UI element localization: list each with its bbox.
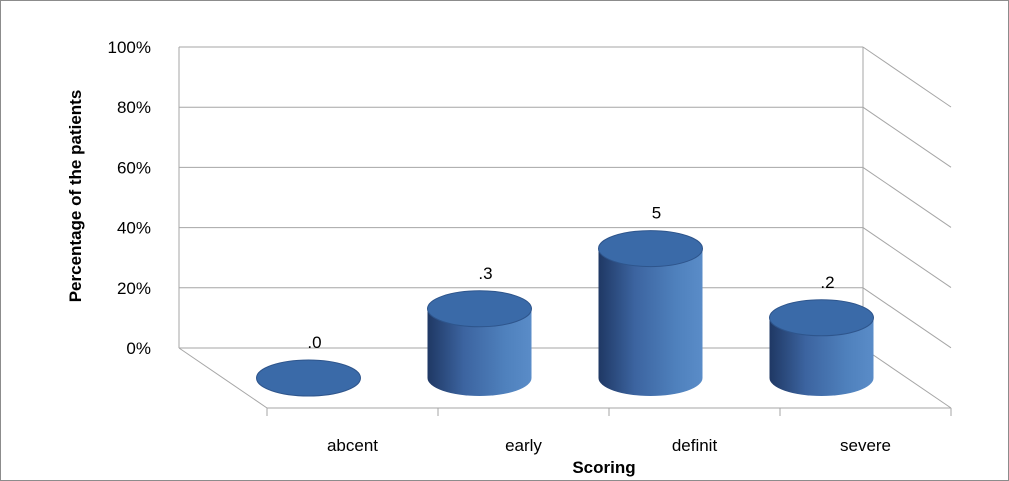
cylinder-bar <box>427 290 532 396</box>
y-tick-label: 100% <box>108 38 151 57</box>
y-tick-label: 40% <box>117 219 151 238</box>
x-axis-title: Scoring <box>572 458 635 477</box>
cylinder-body <box>598 248 703 396</box>
cylinder-body <box>769 317 874 396</box>
cylinder-bar <box>598 230 703 396</box>
y-tick-label: 20% <box>117 279 151 298</box>
gridline-side <box>862 347 952 409</box>
cylinder-top <box>598 230 703 268</box>
cylinder-top <box>427 290 532 328</box>
y-tick-label: 0% <box>126 339 151 358</box>
gridline-side <box>862 46 952 108</box>
bars <box>256 230 874 397</box>
y-axis-title: Percentage of the patients <box>66 90 85 303</box>
gridline-side <box>862 287 952 349</box>
cylinder-body <box>427 308 532 396</box>
cylinder-bar <box>769 299 874 396</box>
gridline-side <box>862 166 952 228</box>
data-label: .3 <box>478 264 492 283</box>
data-labels: .0 .3 5 .2 <box>307 204 834 352</box>
category-label: definit <box>672 436 718 455</box>
category-labels: abcent early definit severe <box>327 436 891 455</box>
gridline-side <box>862 106 952 168</box>
data-label: .0 <box>307 333 321 352</box>
category-label: early <box>505 436 542 455</box>
cylinder-bar <box>256 359 361 397</box>
floor-left-edge <box>178 347 268 409</box>
category-label: severe <box>840 436 891 455</box>
y-tick-label: 80% <box>117 98 151 117</box>
y-tick-labels: 0% 20% 40% 60% 80% 100% <box>108 38 151 358</box>
gridline-side <box>862 227 952 289</box>
y-tick-label: 60% <box>117 158 151 177</box>
data-label: .2 <box>820 273 834 292</box>
data-label: 5 <box>652 204 661 223</box>
category-label: abcent <box>327 436 378 455</box>
grid-layer <box>178 46 952 416</box>
cylinder-top <box>769 299 874 337</box>
cylinder-top <box>256 359 361 397</box>
